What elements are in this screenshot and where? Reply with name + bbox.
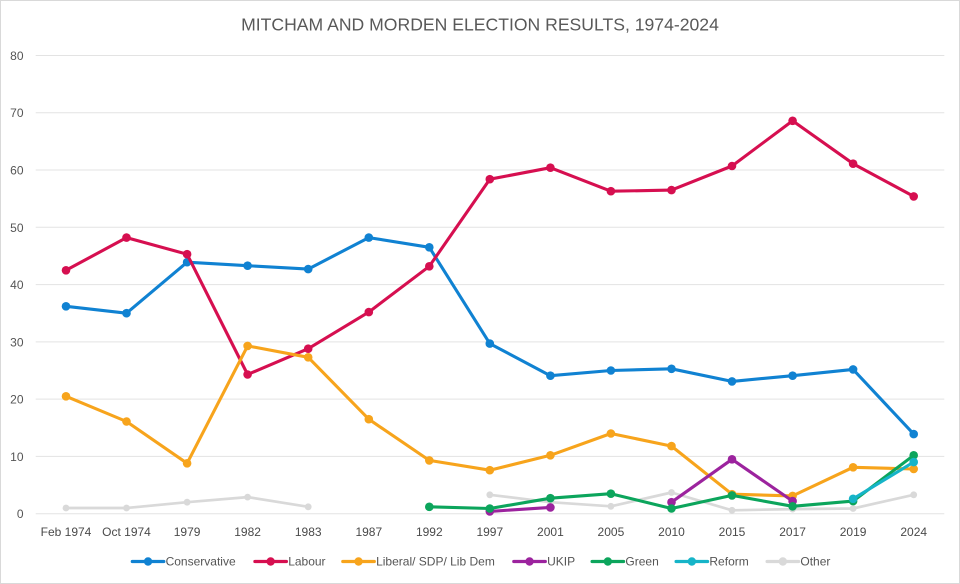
svg-text:2024: 2024 (900, 525, 927, 539)
svg-text:Labour: Labour (288, 554, 325, 568)
svg-text:80: 80 (10, 49, 24, 63)
svg-text:2001: 2001 (537, 525, 564, 539)
svg-text:1983: 1983 (295, 525, 322, 539)
svg-text:1982: 1982 (234, 525, 261, 539)
svg-text:60: 60 (10, 164, 24, 178)
svg-text:2005: 2005 (598, 525, 625, 539)
svg-text:Feb 1974: Feb 1974 (41, 525, 92, 539)
svg-text:40: 40 (10, 278, 24, 292)
svg-text:2015: 2015 (719, 525, 746, 539)
svg-text:2017: 2017 (779, 525, 806, 539)
svg-text:Liberal/ SDP/ Lib Dem: Liberal/ SDP/ Lib Dem (376, 554, 495, 568)
svg-text:Conservative: Conservative (166, 554, 236, 568)
svg-text:2010: 2010 (658, 525, 685, 539)
svg-text:0: 0 (17, 507, 24, 521)
svg-text:1997: 1997 (476, 525, 503, 539)
svg-text:30: 30 (10, 335, 24, 349)
svg-text:50: 50 (10, 221, 24, 235)
svg-text:UKIP: UKIP (547, 554, 575, 568)
svg-text:20: 20 (10, 393, 24, 407)
svg-text:2019: 2019 (840, 525, 867, 539)
svg-text:Oct 1974: Oct 1974 (102, 525, 151, 539)
svg-text:1987: 1987 (355, 525, 382, 539)
svg-text:MITCHAM AND MORDEN ELECTION RE: MITCHAM AND MORDEN ELECTION RESULTS, 197… (241, 14, 719, 34)
svg-text:Reform: Reform (709, 554, 748, 568)
svg-text:Green: Green (625, 554, 658, 568)
svg-text:Other: Other (800, 554, 830, 568)
svg-text:10: 10 (10, 450, 24, 464)
svg-text:1979: 1979 (174, 525, 201, 539)
svg-text:70: 70 (10, 106, 24, 120)
svg-text:1992: 1992 (416, 525, 443, 539)
